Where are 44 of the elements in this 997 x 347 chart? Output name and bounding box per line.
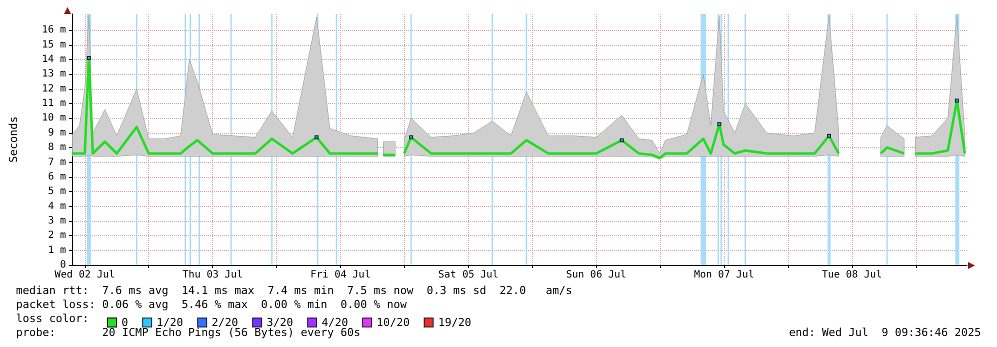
- text: end: Wed Jul 9 09:36:46 2025: [788, 326, 981, 339]
- y-tick-label: 7 m: [48, 156, 66, 168]
- y-tick-label: 3 m: [48, 215, 66, 226]
- y-tick-label: 13 m: [42, 68, 66, 80]
- legend-label: 1/20: [156, 316, 184, 329]
- x-tick-label: Tue 08 Jul: [822, 270, 882, 280]
- point: [409, 135, 414, 140]
- legend-label: 4/20: [322, 316, 348, 329]
- point: [86, 56, 91, 60]
- y-axis-title: Seconds: [7, 116, 20, 163]
- legend-label: 0: [122, 316, 128, 329]
- point: [827, 134, 832, 138]
- y-tick-label: 6 m: [48, 171, 66, 182]
- x-tick-label: Sun 06 Jul: [566, 270, 626, 280]
- legend-title: loss color:: [16, 312, 89, 325]
- y-tick-label: 10 m: [42, 112, 66, 124]
- legend-label: 3/20: [266, 316, 294, 329]
- y-tick-label: 2 m: [48, 230, 66, 242]
- text: packet loss: 0.06 % avg 5.46 % max 0.00 % min 0.00 % now: [16, 298, 407, 311]
- y-tick-label: 11 m: [42, 98, 66, 110]
- legend-label: 10/20: [376, 316, 410, 329]
- y-tick-label: 15 m: [42, 39, 66, 50]
- x-tick-label: Wed 02 Jul: [54, 270, 115, 280]
- x-tick-label: Sat 05 Jul: [438, 270, 498, 280]
- x-tick-label: Mon 07 Jul: [694, 270, 754, 280]
- point: [620, 138, 624, 142]
- y-tick-label: 1 m: [48, 244, 66, 256]
- y-tick-label: 5 m: [48, 186, 66, 198]
- y-tick-label: 9 m: [48, 127, 66, 138]
- y-tick-label: 14 m: [42, 54, 66, 66]
- x-tick-label: Thu 03 Jul: [182, 270, 243, 280]
- point: [954, 98, 959, 103]
- text: probe: 20 ICMP Echo Pings (56 Bytes) every 60s: [16, 326, 360, 339]
- y-tick-label: 4 m: [48, 200, 66, 212]
- legend-label: 2/20: [212, 316, 238, 329]
- y-tick-label: 16 m: [42, 24, 66, 36]
- y-tick-label: 12 m: [42, 83, 66, 94]
- text: median rtt: 7.6 ms avg 14.1 ms max 7.4 ms min 7.5 ms now 0.3 ms sd 22.0 am/s: [16, 284, 572, 297]
- x-tick-label: Fri 04 Jul: [310, 270, 371, 280]
- y-tick-label: 0: [60, 260, 66, 270]
- point: [314, 135, 319, 140]
- point: [717, 122, 722, 126]
- y-tick-label: 8 m: [48, 142, 66, 154]
- legend-label: 19/20: [438, 316, 472, 329]
